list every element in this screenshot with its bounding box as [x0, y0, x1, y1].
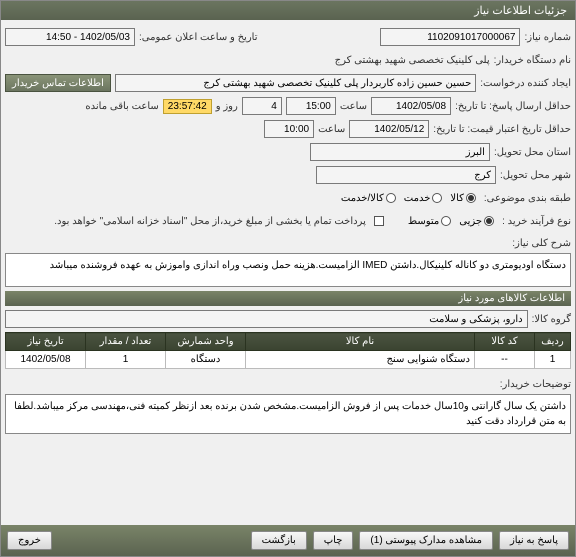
label-goods-group: گروه کالا: — [532, 314, 571, 325]
field-creator: حسین حسین زاده کاربردار پلی کلینیک تخصصی… — [115, 74, 476, 92]
print-button[interactable]: چاپ — [313, 531, 354, 550]
field-reply-time: 15:00 — [286, 97, 336, 115]
field-province: البرز — [310, 143, 490, 161]
col-row-no: ردیف — [535, 333, 571, 351]
field-credit-time: 10:00 — [264, 120, 314, 138]
label-min-reply: حداقل ارسال پاسخ: تا تاریخ: — [455, 101, 571, 112]
checkbox-payment[interactable] — [374, 216, 384, 226]
window-titlebar: جزئیات اطلاعات نیاز — [1, 1, 575, 20]
label-category: طبقه بندی موضوعی: — [484, 193, 571, 204]
label-summary: شرح کلی نیاز: — [512, 234, 571, 249]
cell-code: -- — [475, 351, 535, 369]
field-reply-days: 4 — [242, 97, 282, 115]
radio-service[interactable]: خدمت — [404, 193, 443, 204]
label-min-credit: حداقل تاریخ اعتبار قیمت: تا تاریخ: — [433, 124, 571, 135]
label-hour-1: ساعت — [340, 101, 367, 112]
col-date: تاریخ نیاز — [6, 333, 86, 351]
cell-qty: 1 — [86, 351, 166, 369]
radio-goods-service[interactable]: کالا/خدمت — [341, 193, 396, 204]
label-day-and: روز و — [216, 101, 238, 112]
label-creator: ایجاد کننده درخواست: — [480, 78, 571, 89]
label-province: استان محل تحویل: — [494, 147, 571, 158]
col-unit: واحد شمارش — [166, 333, 246, 351]
label-hour-2: ساعت — [318, 124, 345, 135]
cell-row-no: 1 — [535, 351, 571, 369]
cell-date: 1402/05/08 — [6, 351, 86, 369]
attachments-button[interactable]: مشاهده مدارک پیوستی (1) — [359, 531, 493, 550]
label-pay-note: پرداخت تمام یا بخشی از مبلغ خرید،از محل … — [54, 216, 366, 227]
cell-unit: دستگاه — [166, 351, 246, 369]
section-header-goods: اطلاعات کالاهای مورد نیاز — [5, 291, 571, 306]
label-city: شهر محل تحویل: — [500, 170, 571, 181]
summary-box: دستگاه اودیومتری دو کاناله کلینیکال.داشت… — [5, 253, 571, 287]
reply-button[interactable]: پاسخ به نیاز — [499, 531, 569, 550]
table-row[interactable]: 1 -- دستگاه شنوایی سنج دستگاه 1 1402/05/… — [6, 351, 571, 369]
buyer-notes-box: داشتن یک سال گارانتی و10سال خدمات پس از … — [5, 394, 571, 434]
radio-partial-label: جزیی — [459, 216, 482, 227]
field-goods-group: دارو، پزشکی و سلامت — [5, 310, 528, 328]
back-button[interactable]: بازگشت — [251, 531, 307, 550]
radio-goods[interactable]: کالا — [450, 193, 476, 204]
field-announce-dt: 1402/05/03 - 14:50 — [5, 28, 135, 46]
footer-bar: پاسخ به نیاز مشاهده مدارک پیوستی (1) چاپ… — [1, 525, 575, 556]
exit-button[interactable]: خروج — [7, 531, 52, 550]
value-buyer-name: پلی کلینیک تخصصی شهید بهشتی کرج — [335, 55, 490, 66]
countdown-timer: 23:57:42 — [163, 99, 212, 114]
contact-info-button[interactable]: اطلاعات تماس خریدار — [5, 74, 111, 92]
label-buyer-notes: توضیحات خریدار: — [500, 375, 571, 390]
field-req-no: 1102091017000067 — [380, 28, 520, 46]
label-announce-dt: تاریخ و ساعت اعلان عمومی: — [139, 32, 258, 43]
radio-service-label: خدمت — [404, 193, 431, 204]
radio-goods-label: کالا — [450, 193, 464, 204]
label-req-no: شماره نیاز: — [524, 32, 571, 43]
field-reply-date: 1402/05/08 — [371, 97, 451, 115]
col-code: کد کالا — [475, 333, 535, 351]
radio-goods-service-label: کالا/خدمت — [341, 193, 384, 204]
col-qty: تعداد / مقدار — [86, 333, 166, 351]
cell-name: دستگاه شنوایی سنج — [246, 351, 475, 369]
field-credit-date: 1402/05/12 — [349, 120, 429, 138]
col-name: نام کالا — [246, 333, 475, 351]
label-buyer-name: نام دستگاه خریدار: — [494, 55, 571, 66]
label-remain: ساعت باقی مانده — [85, 101, 158, 112]
radio-medium[interactable]: متوسط — [408, 216, 451, 227]
radio-medium-label: متوسط — [408, 216, 439, 227]
content-area: شماره نیاز: 1102091017000067 تاریخ و ساع… — [1, 20, 575, 525]
field-city: کرج — [316, 166, 496, 184]
label-process: نوع فرآیند خرید : — [502, 216, 571, 227]
goods-table: ردیف کد کالا نام کالا واحد شمارش تعداد /… — [5, 332, 571, 369]
radio-partial[interactable]: جزیی — [459, 216, 494, 227]
